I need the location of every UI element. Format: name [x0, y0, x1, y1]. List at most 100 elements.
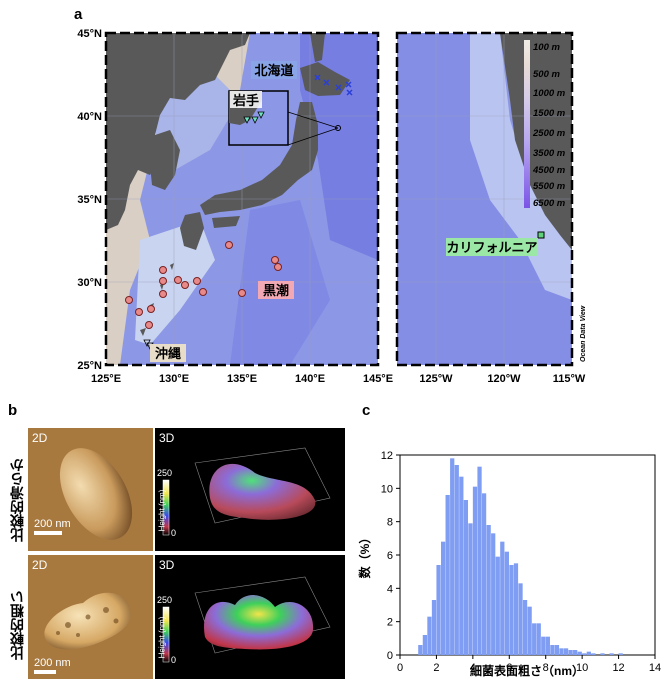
- afm-3d-rough-image: 3D 250 0 Height (nm): [155, 555, 345, 679]
- afm-2d-smooth-image: 2D 200 nm: [28, 428, 153, 551]
- afm-2d-smooth-render: [59, 448, 133, 540]
- hokkaido-label-box: [251, 61, 297, 79]
- histogram-bar: [568, 650, 573, 655]
- iwate-label: 岩手: [232, 93, 259, 108]
- shikoku-island: [212, 216, 240, 228]
- depth-label: 1000 m: [533, 88, 566, 99]
- histogram-bar: [609, 653, 614, 655]
- y-tick-label: 0: [387, 650, 393, 662]
- map-frame: [104, 31, 380, 367]
- y-axis-ticks: 0 2 4 6 8 10 12: [381, 450, 400, 662]
- histogram-bar: [532, 623, 537, 655]
- histogram-bar: [536, 623, 541, 655]
- tag-2d: 2D: [32, 431, 48, 445]
- height-colorbar: [162, 479, 170, 536]
- histogram-bar: [440, 541, 446, 655]
- hokkaido-sampling-sites: [314, 74, 353, 96]
- bacterium-cell: [44, 592, 131, 650]
- depth-label: 4500 m: [532, 165, 566, 176]
- histogram-bar: [577, 651, 582, 655]
- scale-bar: [34, 670, 56, 674]
- afm-3d-smooth-render: [162, 447, 331, 536]
- longitude-labels: 125°E 130°E 135°E 140°E 145°E 125°W 120°…: [91, 373, 586, 385]
- california-label: カリフォルニア: [446, 240, 537, 255]
- lon-label: 115°W: [553, 373, 586, 385]
- histogram-bar: [454, 465, 459, 655]
- histogram-bar: [563, 648, 569, 655]
- surface-texture: [56, 607, 119, 637]
- histogram-bar: [554, 645, 560, 655]
- depth-label: 2500 m: [532, 128, 566, 139]
- histogram-bar: [459, 476, 464, 655]
- okinawa-label: 沖縄: [155, 346, 181, 361]
- depth-label: 6500 m: [533, 198, 566, 209]
- california-map: [395, 31, 574, 367]
- histogram-bar: [600, 653, 605, 655]
- california-shelf: [470, 33, 572, 300]
- lat-label: 25°N: [77, 360, 102, 372]
- y-tick-label: 10: [381, 483, 393, 495]
- y-tick-label: 6: [387, 550, 393, 562]
- histogram-bar: [500, 541, 505, 655]
- 3d-axis-box: [194, 447, 331, 524]
- histogram-bar: [586, 651, 591, 655]
- bacterium-3d-surface: [204, 595, 314, 650]
- roughness-histogram: 0 2 4 6 8 10 12 14 0 2 4 6 8 10 12 細菌表面粗さ（nm） 数（%）: [357, 450, 661, 678]
- y-axis-label: 数（%）: [357, 532, 372, 579]
- histogram-bar: [431, 600, 437, 655]
- bacterium-3d-surface: [209, 463, 316, 520]
- colorbar-max: 250: [157, 595, 173, 605]
- y-tick-label: 4: [387, 583, 393, 595]
- y-tick-label: 2: [387, 617, 393, 629]
- lat-label: 45°N: [77, 28, 102, 40]
- histogram-bar: [582, 653, 587, 655]
- histogram-bar: [436, 565, 441, 655]
- histogram-bar: [527, 606, 532, 655]
- histogram-bar: [495, 556, 500, 655]
- iwate-label-box: [230, 91, 262, 108]
- y-tick-label: 8: [387, 517, 393, 529]
- histogram-bar: [486, 525, 491, 655]
- panel-label-a: a: [74, 6, 83, 23]
- asian-continent: [106, 33, 250, 230]
- lon-label: 135°E: [227, 373, 257, 385]
- kyushu-island: [180, 212, 204, 250]
- lon-label: 130°E: [159, 373, 189, 385]
- histogram-bar: [445, 495, 450, 655]
- depth-label: 5500 m: [533, 181, 566, 192]
- tag-3d: 3D: [159, 431, 175, 445]
- inset-leader-line: [287, 111, 339, 129]
- rough-row-label: 比較的粗い: [10, 590, 26, 660]
- histogram-bar: [450, 458, 455, 655]
- histogram-bar: [468, 523, 473, 655]
- histogram-bar: [545, 636, 550, 655]
- x-tick-label: 10: [576, 662, 588, 674]
- depth-scale-labels: 100 m 500 m 1000 m 1500 m 2500 m 3500 m …: [532, 42, 566, 209]
- y-tick-label: 12: [381, 450, 393, 462]
- lon-label: 145°E: [363, 373, 393, 385]
- histogram-bar: [477, 466, 482, 655]
- scale-bar: [34, 531, 62, 535]
- lon-label: 120°W: [487, 373, 521, 385]
- colorbar-label: Height (nm): [157, 616, 167, 659]
- tag-3d: 3D: [159, 558, 175, 572]
- histogram-bars: [418, 458, 623, 655]
- histogram-bar: [509, 565, 514, 655]
- ocean-map-figure: 北海道 岩手 黒潮 沖縄 45°N 40°N 35°N 30°N 25°N 12…: [77, 28, 587, 385]
- depth-label: 3500 m: [533, 148, 566, 159]
- histogram-bar: [427, 616, 432, 655]
- colorbar-label: Height (nm): [157, 489, 167, 532]
- colorbar-min: 0: [171, 528, 177, 538]
- honshu-island: [200, 102, 318, 215]
- sakhalin: [310, 33, 325, 62]
- scale-bar-label: 200 nm: [34, 518, 71, 530]
- depth-colorbar: [524, 40, 530, 208]
- okinawa-label-box: [150, 344, 186, 362]
- x-tick-label: 12: [612, 662, 624, 674]
- lat-label: 35°N: [77, 194, 102, 206]
- north-america-land: [500, 33, 572, 250]
- colorbar-min: 0: [171, 655, 177, 665]
- histogram-bar: [513, 563, 519, 655]
- x-tick-label: 4: [470, 662, 476, 674]
- japan-map: [104, 31, 380, 367]
